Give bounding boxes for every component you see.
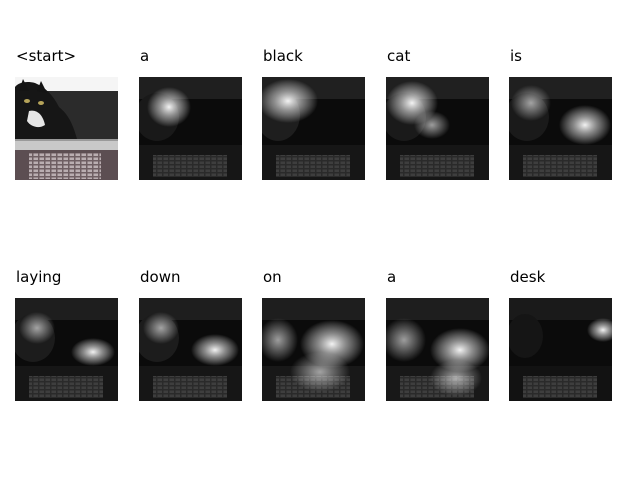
caption-word: a [387,268,397,286]
caption-word: laying [16,268,62,286]
attention-map [15,298,118,401]
original-photo [15,77,118,180]
caption-word: is [510,47,522,65]
caption-word: <start> [16,47,77,65]
attention-map [386,298,489,401]
caption-word: black [263,47,303,65]
attention-map [386,77,489,180]
caption-word: down [140,268,181,286]
attention-map [509,77,612,180]
caption-word: cat [387,47,411,65]
caption-word: a [140,47,150,65]
attention-map [262,298,365,401]
caption-word: desk [510,268,546,286]
attention-map [509,298,612,401]
attention-map [139,77,242,180]
attention-map [139,298,242,401]
caption-word: on [263,268,282,286]
attention-map [262,77,365,180]
